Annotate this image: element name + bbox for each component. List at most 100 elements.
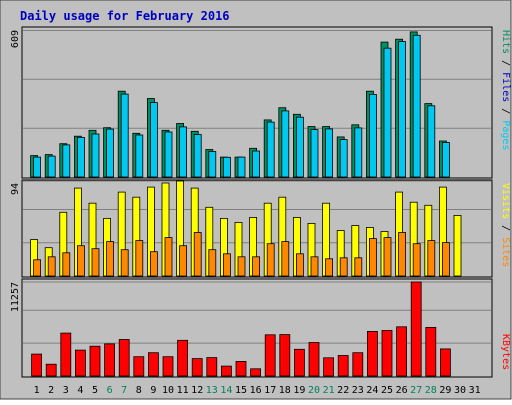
x-label-day-22: 22: [337, 385, 349, 396]
bar-files-day-17: [266, 121, 275, 178]
x-label-day-4: 4: [77, 385, 83, 396]
bar-kbytes-day-3: [60, 332, 72, 377]
x-label-day-21: 21: [323, 385, 335, 396]
bar-kbytes-day-15: [235, 360, 247, 377]
bar-files-day-15: [237, 156, 246, 178]
bar-kbytes-day-7: [118, 339, 130, 377]
x-label-day-15: 15: [235, 385, 247, 396]
bar-sites-day-21: [325, 258, 334, 277]
bar-kbytes-day-11: [177, 339, 189, 377]
x-label-day-23: 23: [352, 385, 364, 396]
x-label-day-14: 14: [220, 385, 232, 396]
bar-sites-day-27: [412, 243, 421, 277]
bar-files-day-11: [179, 126, 188, 178]
bar-kbytes-day-19: [293, 348, 305, 377]
x-axis-labels: 1 2 3 4 5 6 7 8 9 10 11 12 13 14 15 16 17 18 19 20 21 22 23 24 2…: [34, 385, 481, 396]
bar-kbytes-day-1: [31, 353, 43, 377]
bar-sites-day-2: [47, 256, 56, 277]
x-label-day-13: 13: [206, 385, 218, 396]
bar-kbytes-day-4: [75, 349, 86, 377]
legend-visits: Visits: [500, 183, 511, 219]
bar-kbytes-day-5: [89, 345, 101, 377]
bar-sites-day-14: [222, 253, 231, 277]
x-label-day-6: 6: [107, 385, 113, 396]
x-label-day-5: 5: [92, 385, 98, 396]
bar-sites-day-18: [281, 241, 290, 277]
x-label-day-2: 2: [48, 385, 54, 396]
bar-files-day-4: [77, 136, 85, 178]
bar-files-day-7: [120, 93, 129, 178]
legend-sites: Sites: [500, 237, 511, 267]
bar-kbytes-day-21: [323, 357, 335, 377]
bar-kbytes-day-24: [366, 330, 378, 377]
bar-sites-day-22: [339, 257, 348, 277]
x-label-day-17: 17: [264, 385, 276, 396]
bar-files-day-2: [47, 155, 56, 178]
bar-files-day-24: [368, 94, 377, 178]
bar-files-day-13: [208, 151, 217, 178]
x-label-day-11: 11: [177, 385, 189, 396]
bar-files-day-20: [310, 129, 319, 178]
bar-files-day-1: [33, 156, 41, 178]
x-label-day-27: 27: [410, 385, 422, 396]
bar-sites-day-13: [208, 249, 217, 277]
x-label-day-30: 30: [454, 385, 466, 396]
bar-sites-day-10: [164, 237, 173, 277]
bar-sites-day-17: [266, 243, 275, 277]
x-label-day-28: 28: [425, 385, 437, 396]
bar-sites-day-11: [179, 245, 188, 277]
bar-sites-day-25: [383, 237, 392, 277]
bar-kbytes-day-12: [191, 358, 203, 377]
bar-sites-day-1: [33, 259, 41, 277]
bar-sites-day-19: [295, 253, 304, 277]
x-label-day-9: 9: [150, 385, 156, 396]
x-label-day-1: 1: [34, 385, 40, 396]
bar-files-day-23: [354, 127, 363, 178]
bar-files-day-6: [106, 128, 114, 178]
x-label-day-3: 3: [63, 385, 69, 396]
bar-kbytes-day-28: [425, 326, 437, 377]
x-label-day-7: 7: [121, 385, 127, 396]
bar-files-day-26: [398, 41, 407, 178]
bar-kbytes-day-9: [147, 352, 159, 377]
bar-files-day-8: [135, 134, 144, 178]
bar-sites-day-24: [368, 238, 377, 277]
bars: [30, 31, 462, 377]
x-label-day-8: 8: [136, 385, 142, 396]
bar-kbytes-day-20: [308, 342, 320, 377]
legend-visits-sites: Visits / Sites: [500, 183, 511, 267]
bar-visits-day-30: [453, 214, 462, 277]
bar-sites-day-28: [427, 240, 436, 277]
panel-2-max-label: 94: [10, 183, 21, 195]
bar-files-day-16: [252, 150, 261, 178]
x-label-day-31: 31: [469, 385, 481, 396]
bar-kbytes-day-25: [381, 329, 393, 377]
bar-files-day-10: [164, 131, 173, 178]
bar-files-day-28: [427, 105, 436, 178]
bar-sites-day-23: [354, 257, 363, 277]
legend-hits: Hits: [500, 30, 511, 54]
x-label-day-29: 29: [439, 385, 451, 396]
bar-files-day-21: [325, 128, 334, 178]
x-label-day-12: 12: [191, 385, 203, 396]
bar-kbytes-day-22: [337, 355, 349, 377]
bar-kbytes-day-23: [352, 352, 364, 377]
legend-hits-files-pages: Hits / Files / Pages: [500, 30, 511, 150]
x-label-day-18: 18: [279, 385, 291, 396]
bar-sites-day-20: [310, 256, 319, 277]
x-label-day-16: 16: [250, 385, 262, 396]
bar-kbytes-day-27: [410, 281, 422, 377]
x-label-day-25: 25: [381, 385, 393, 396]
x-label-day-26: 26: [396, 385, 408, 396]
bar-kbytes-day-8: [133, 356, 145, 377]
legend-kbytes: KBytes: [500, 334, 511, 370]
bar-files-day-18: [281, 110, 290, 178]
x-label-day-10: 10: [162, 385, 174, 396]
x-label-day-24: 24: [366, 385, 378, 396]
bar-files-day-9: [149, 102, 158, 178]
bar-files-day-27: [412, 34, 421, 178]
bar-kbytes-day-26: [396, 326, 408, 377]
legend-pages: Pages: [500, 120, 511, 150]
bar-sites-day-5: [91, 248, 100, 277]
